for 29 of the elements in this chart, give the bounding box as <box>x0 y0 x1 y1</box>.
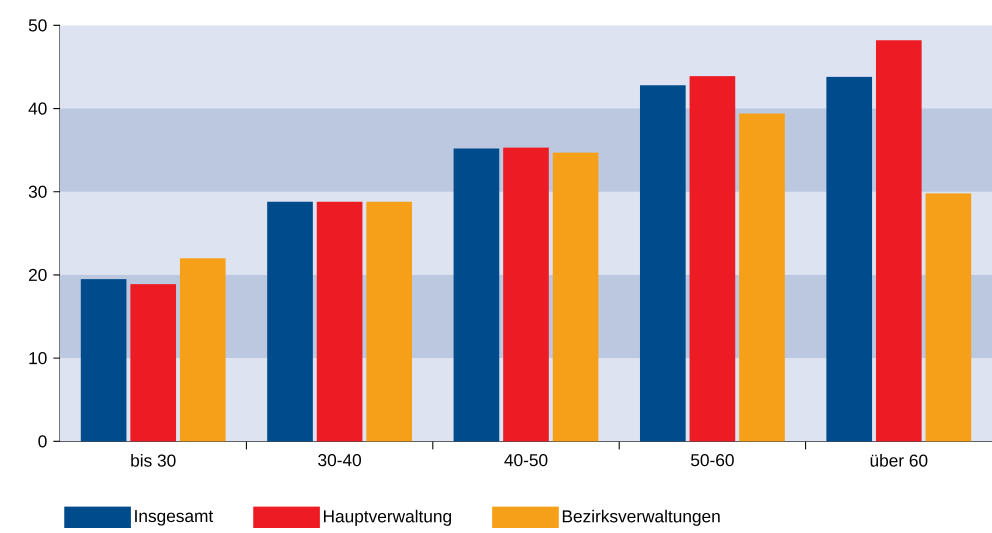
bar <box>454 148 500 442</box>
bar <box>926 193 972 442</box>
bar <box>316 202 362 442</box>
bar <box>739 113 785 442</box>
bar <box>826 76 872 442</box>
y-tick-label: 40 <box>28 102 47 114</box>
bar <box>366 202 412 442</box>
y-tick-label: 30 <box>28 185 47 198</box>
legend-label: Bezirksverwaltungen <box>562 510 720 526</box>
bar <box>690 76 736 442</box>
x-tick-label: 30-40 <box>318 454 362 466</box>
bar <box>180 258 226 442</box>
y-tick-label: 10 <box>29 352 47 364</box>
bar <box>267 202 313 442</box>
y-tick-label: 20 <box>28 268 47 281</box>
y-tick-label: 50 <box>28 19 47 32</box>
legend-label: Insgesamt <box>135 510 214 526</box>
x-tick-label: über 60 <box>870 454 928 467</box>
bar <box>130 284 176 442</box>
bar <box>640 85 686 442</box>
bar <box>80 278 126 442</box>
bar <box>503 147 549 442</box>
bar <box>876 40 922 442</box>
bar <box>552 152 598 442</box>
y-tick-label: 0 <box>38 435 47 448</box>
x-tick-label: bis 30 <box>131 454 176 467</box>
legend-label: Hauptverwaltung <box>324 510 452 526</box>
x-tick-label: 50-60 <box>691 454 734 466</box>
x-tick-label: 40-50 <box>504 454 548 466</box>
